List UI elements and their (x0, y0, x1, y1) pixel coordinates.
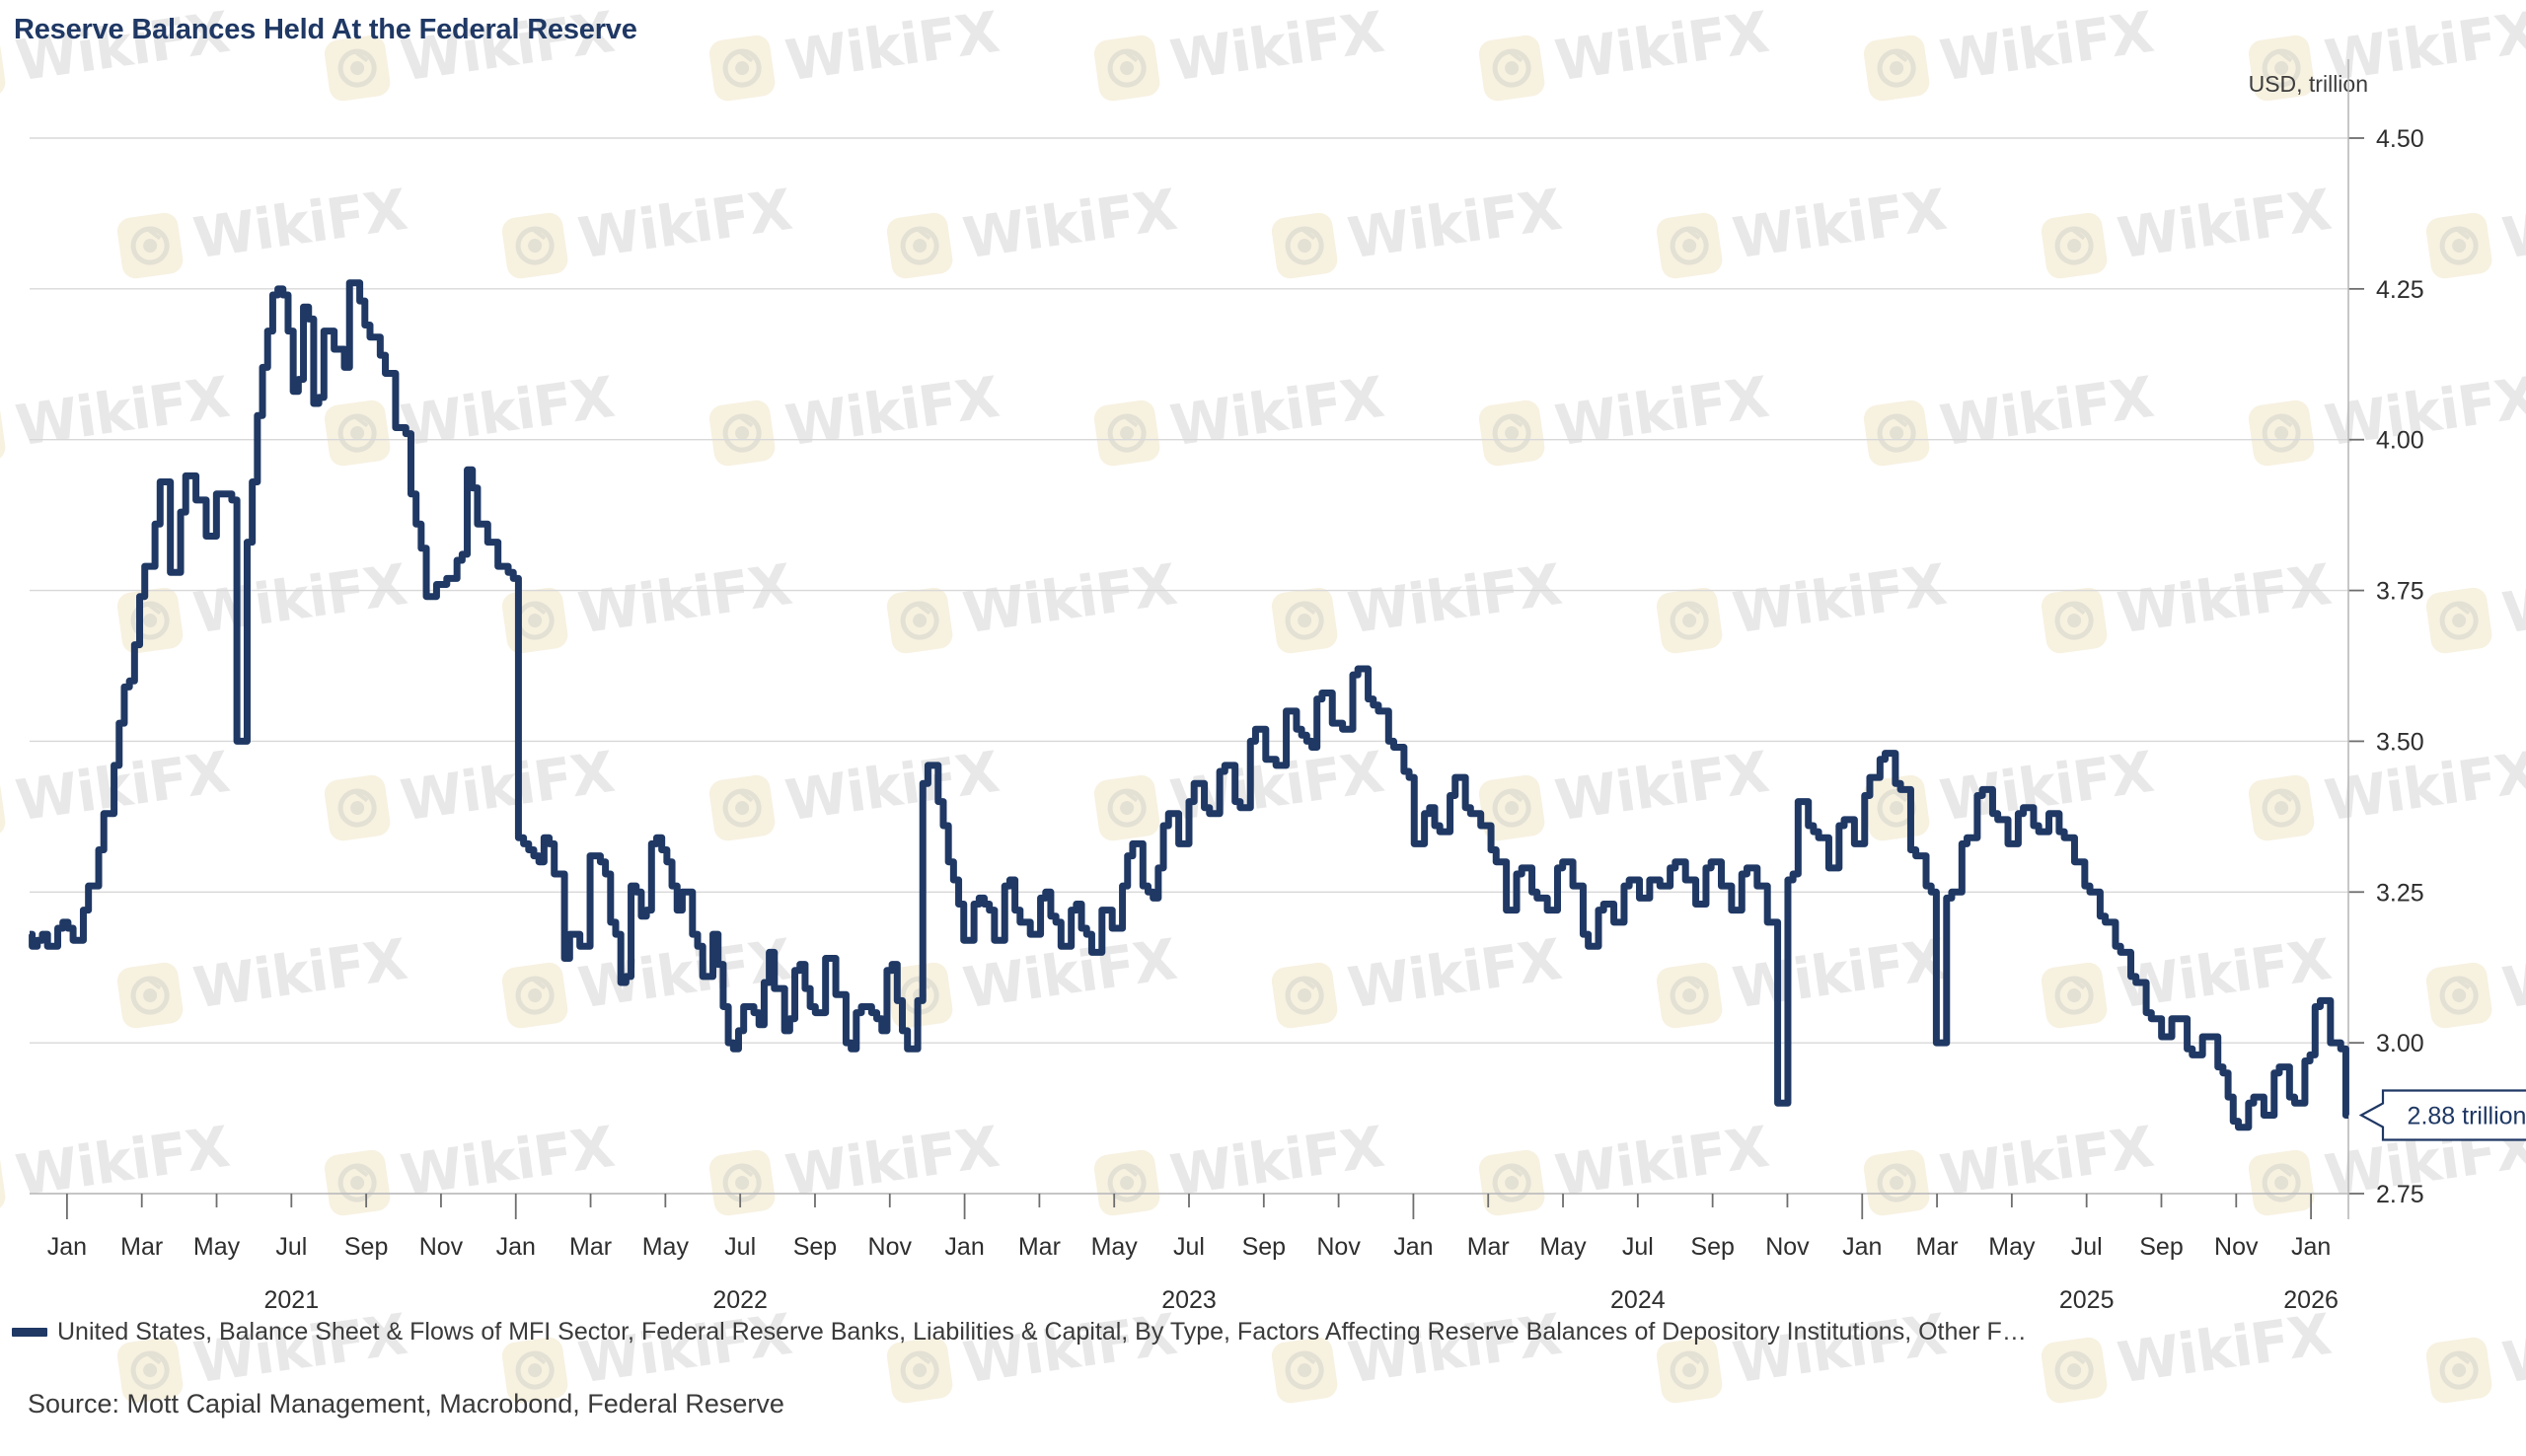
x-tick-label: Nov (2214, 1233, 2259, 1261)
x-tick-label: Mar (1916, 1233, 1959, 1261)
x-tick-label: Nov (868, 1233, 913, 1261)
x-tick-label: Mar (1467, 1233, 1510, 1261)
x-tick-label: Mar (1018, 1233, 1061, 1261)
x-tick-label: May (1539, 1233, 1587, 1261)
y-tick-label: 4.25 (2376, 276, 2424, 304)
legend-color-swatch (12, 1328, 47, 1337)
x-tick-label: Sep (2139, 1233, 2183, 1261)
x-tick-label: Jan (47, 1233, 87, 1261)
x-tick-label: Nov (1765, 1233, 1810, 1261)
y-tick-label: 4.50 (2376, 125, 2424, 153)
chart-legend: United States, Balance Sheet & Flows of … (12, 1318, 2027, 1347)
x-year-label: 2026 (2283, 1286, 2339, 1312)
x-tick-label: Jul (275, 1233, 307, 1261)
x-year-label: 2025 (2059, 1286, 2115, 1312)
x-tick-label: Jan (2291, 1233, 2331, 1261)
y-tick-label: 3.25 (2376, 879, 2424, 907)
x-tick-label: Sep (1690, 1233, 1734, 1261)
y-axis-group: 4.50 4.25 4.00 3.75 3.50 3.25 3.00 2.75 (2347, 59, 2424, 1219)
x-tick-label: May (193, 1233, 241, 1261)
x-tick-label: Jan (944, 1233, 984, 1261)
x-year-label: 2023 (1161, 1286, 1217, 1312)
x-tick-label: May (1091, 1233, 1139, 1261)
x-axis-group: Jan Mar May Jul Sep Nov Jan Mar May Jul Sep Nov Jan M… (30, 1193, 2348, 1312)
x-tick-label: May (1988, 1233, 2036, 1261)
x-tick-label: Nov (419, 1233, 464, 1261)
x-tick-label: Jul (1622, 1233, 1654, 1261)
x-year-label: 2022 (712, 1286, 768, 1312)
legend-series-label: United States, Balance Sheet & Flows of … (57, 1318, 2027, 1346)
x-tick-label: Jul (724, 1233, 756, 1261)
x-tick-label: Jan (1842, 1233, 1882, 1261)
x-tick-label: Mar (569, 1233, 612, 1261)
x-tick-label: Sep (793, 1233, 837, 1261)
y-tick-label: 3.75 (2376, 578, 2424, 606)
value-callout: 2.88 trillion (2358, 1089, 2526, 1141)
x-tick-label: Jan (496, 1233, 536, 1261)
series-line-path (29, 279, 2349, 1131)
gridlines-group (30, 137, 2348, 1195)
x-tick-label: May (642, 1233, 690, 1261)
line-chart-plot: 4.50 4.25 4.00 3.75 3.50 3.25 3.00 2.75 Jan Mar M… (29, 59, 2526, 1312)
x-year-label: 2021 (264, 1286, 320, 1312)
source-note: Source: Mott Capial Management, Macrobon… (28, 1389, 784, 1419)
x-tick-label: Jul (1173, 1233, 1205, 1261)
x-tick-label: Jul (2071, 1233, 2103, 1261)
x-tick-label: Sep (1242, 1233, 1286, 1261)
x-year-label: 2024 (1610, 1286, 1666, 1312)
x-tick-label: Jan (1393, 1233, 1433, 1261)
callout-value-label: 2.88 trillion (2408, 1103, 2526, 1130)
y-tick-label: 3.00 (2376, 1030, 2424, 1057)
callout-bubble (2358, 1089, 2526, 1141)
data-series-group (29, 279, 2349, 1131)
y-tick-label: 3.50 (2376, 728, 2424, 756)
y-tick-label: 4.00 (2376, 427, 2424, 455)
x-tick-label: Mar (120, 1233, 163, 1261)
x-tick-label: Nov (1316, 1233, 1361, 1261)
x-tick-label: Sep (344, 1233, 388, 1261)
y-tick-label: 2.75 (2376, 1181, 2424, 1208)
